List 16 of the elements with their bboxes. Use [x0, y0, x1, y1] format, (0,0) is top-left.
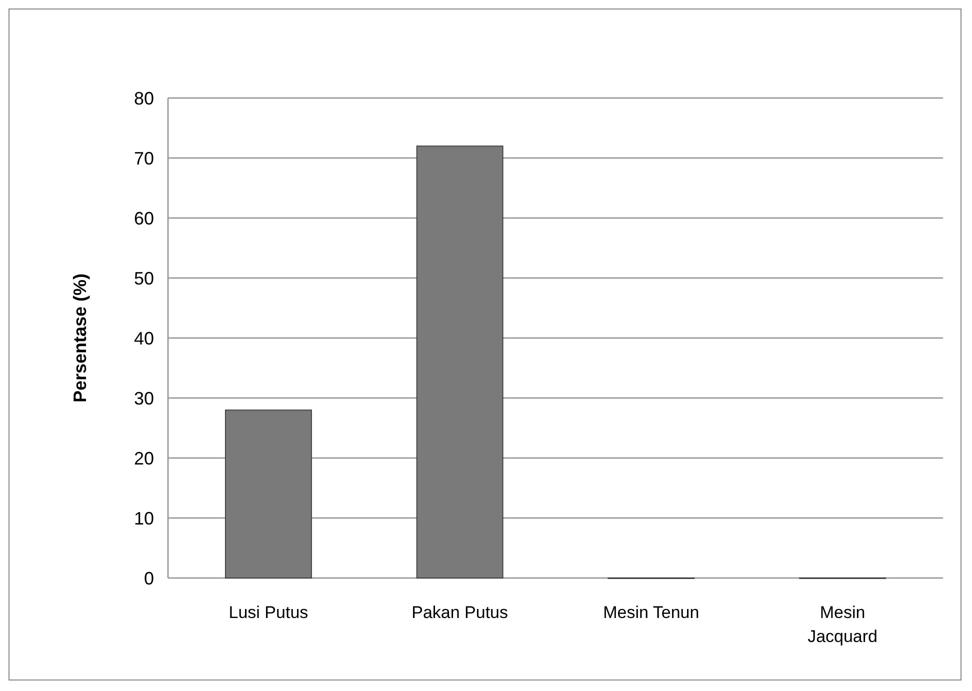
bar — [225, 410, 312, 578]
bar — [416, 146, 504, 578]
x-tick-label: Mesin Tenun — [603, 603, 700, 622]
y-tick-label: 20 — [134, 448, 154, 468]
y-tick-label: 0 — [144, 568, 154, 588]
y-tick-label: 70 — [134, 148, 154, 168]
x-tick-label: Lusi Putus — [228, 603, 308, 622]
x-tick-label: Mesin Jacquard — [808, 603, 878, 646]
y-tick-label: 80 — [134, 88, 154, 108]
y-tick-label: 40 — [134, 328, 154, 348]
y-tick-label: 10 — [134, 508, 154, 528]
y-tick-label: 50 — [134, 268, 154, 288]
x-tick-label: Pakan Putus — [412, 603, 508, 622]
y-axis-title: Persentase (%) — [70, 273, 90, 403]
y-tick-label: 30 — [134, 388, 154, 408]
y-tick-label: 60 — [134, 208, 154, 228]
